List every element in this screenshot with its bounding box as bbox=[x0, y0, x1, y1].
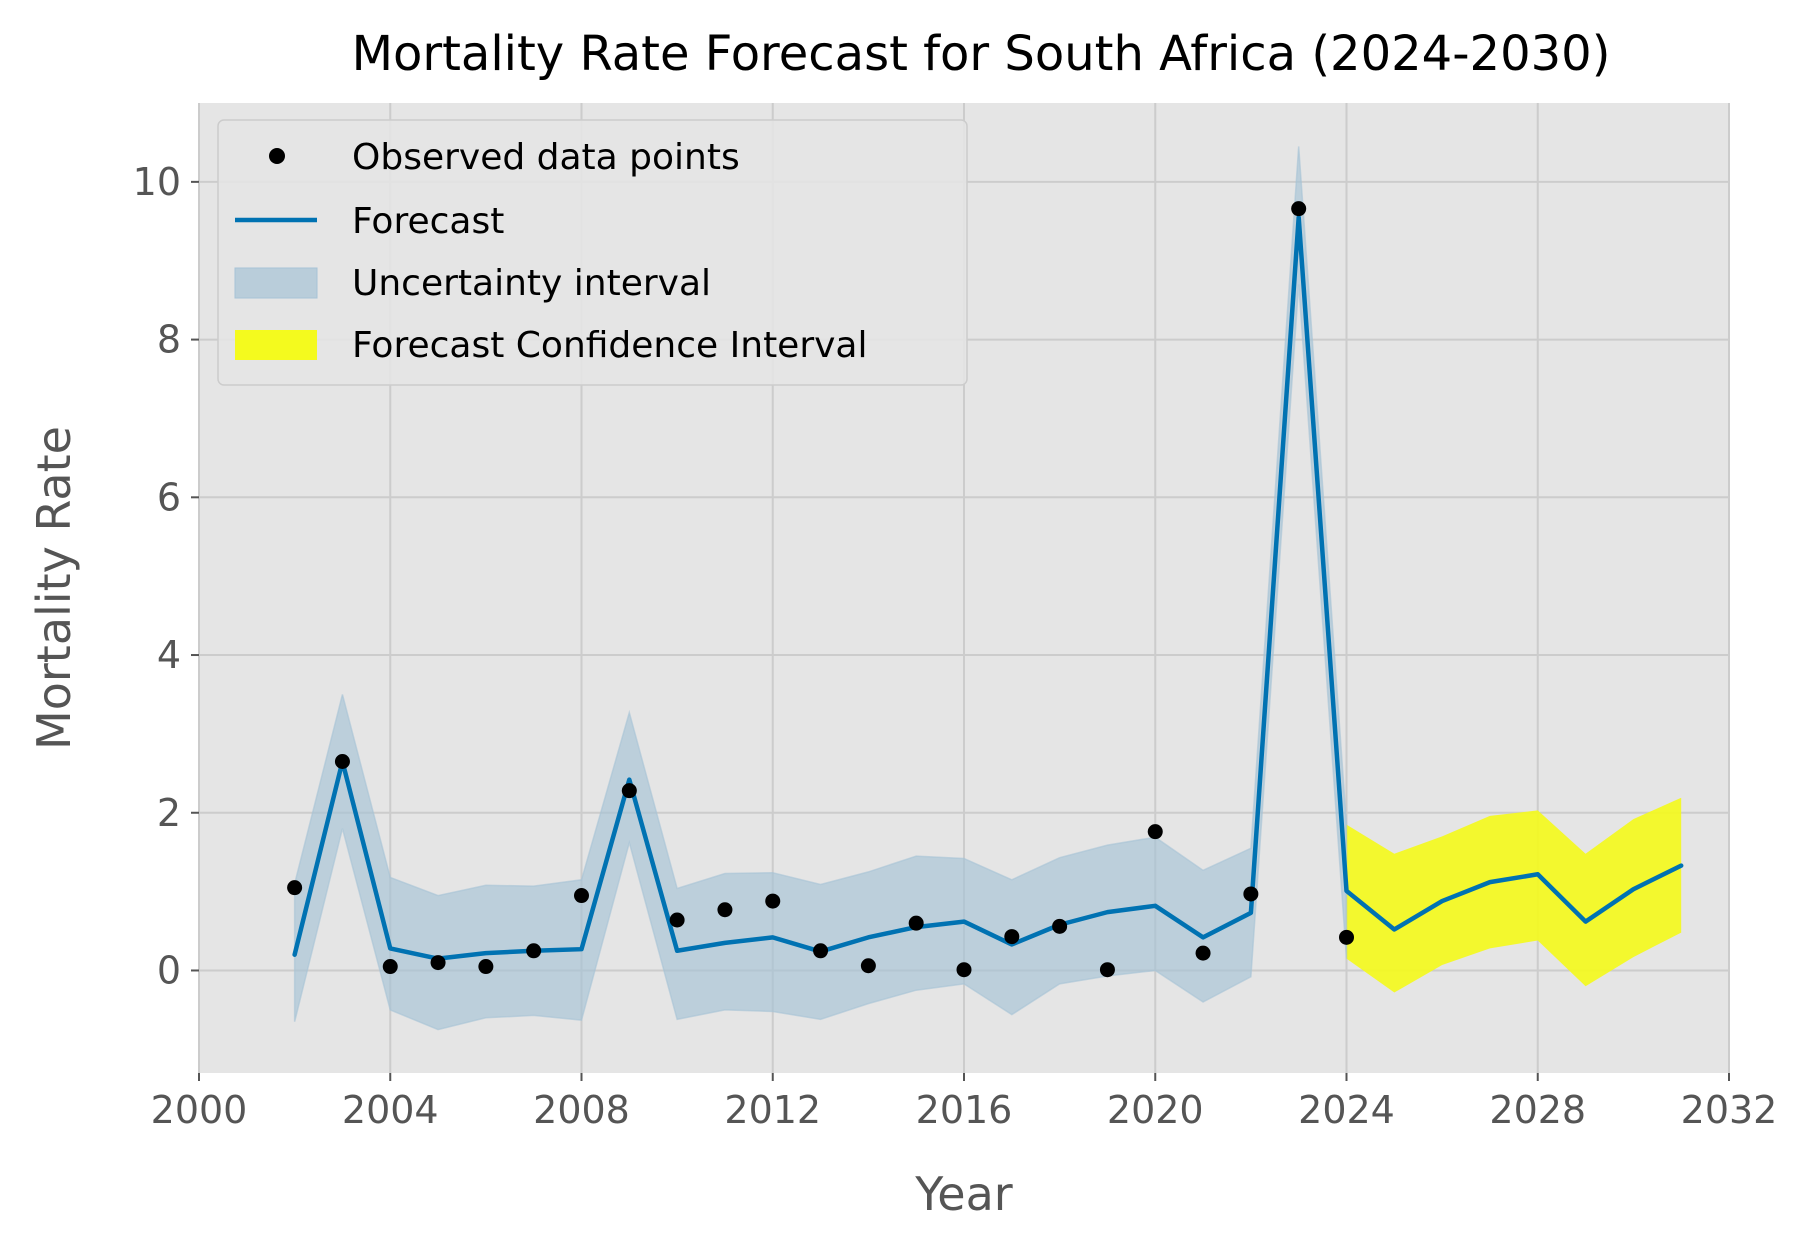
observed-point bbox=[430, 955, 446, 971]
observed-point bbox=[1147, 824, 1163, 840]
legend-box bbox=[217, 119, 968, 386]
legend-forecast-label: Forecast bbox=[352, 201, 504, 242]
forecast-confidence-interval-band bbox=[1346, 797, 1682, 993]
observed-point bbox=[908, 915, 924, 931]
x-tick-label: 2012 bbox=[724, 1088, 821, 1132]
y-tick-label: 2 bbox=[157, 791, 181, 835]
legend-uncertainty-swatch bbox=[234, 267, 318, 299]
observed-point bbox=[526, 943, 542, 959]
y-tick-label: 6 bbox=[157, 475, 181, 519]
x-tick-label: 2028 bbox=[1489, 1088, 1586, 1132]
observed-point bbox=[1052, 918, 1068, 934]
observed-point bbox=[1291, 201, 1307, 217]
x-tick-label: 2008 bbox=[533, 1088, 630, 1132]
x-tick-label: 2024 bbox=[1298, 1088, 1395, 1132]
observed-point bbox=[574, 888, 589, 904]
observed-point bbox=[717, 902, 733, 918]
uncertainty-interval-band bbox=[293, 146, 1348, 1031]
observed-point bbox=[1099, 962, 1115, 978]
chart-title: Mortality Rate Forecast for South Africa… bbox=[352, 26, 1611, 82]
observed-points-series bbox=[287, 201, 1354, 978]
legend-observed-label: Observed data points bbox=[352, 137, 740, 178]
y-tick-label: 8 bbox=[157, 318, 181, 362]
observed-point bbox=[287, 880, 303, 896]
observed-point bbox=[956, 962, 972, 978]
y-tick-label: 0 bbox=[157, 948, 181, 992]
forecast-confidence-interval-area bbox=[1346, 797, 1682, 993]
y-tick-label: 10 bbox=[133, 160, 181, 204]
y-tick-label: 4 bbox=[157, 633, 181, 677]
observed-point bbox=[813, 943, 829, 959]
observed-point bbox=[860, 958, 876, 974]
observed-point bbox=[478, 959, 494, 975]
observed-point bbox=[334, 753, 350, 769]
legend-forecast-ci-label: Forecast Confidence Interval bbox=[352, 325, 868, 366]
observed-point bbox=[669, 912, 685, 928]
observed-point bbox=[1195, 945, 1211, 961]
x-tick-label: 2004 bbox=[342, 1088, 439, 1132]
legend-forecast-ci-swatch bbox=[235, 330, 317, 360]
legend: Observed data points Forecast Uncertaint… bbox=[217, 119, 968, 386]
legend-uncertainty-label: Uncertainty interval bbox=[352, 263, 711, 304]
observed-point bbox=[382, 959, 398, 975]
forecast-line bbox=[292, 215, 1684, 961]
observed-point bbox=[1004, 929, 1020, 945]
y-axis-ticks: 0 2 4 6 8 10 bbox=[133, 160, 199, 992]
observed-point bbox=[1339, 929, 1354, 945]
x-tick-label: 2016 bbox=[916, 1088, 1013, 1132]
x-tick-label: 2000 bbox=[151, 1088, 248, 1132]
legend-observed-marker bbox=[269, 148, 285, 164]
observed-point bbox=[621, 783, 637, 799]
x-tick-label: 2020 bbox=[1107, 1088, 1204, 1132]
uncertainty-interval-area bbox=[293, 146, 1348, 1031]
x-axis-label: Year bbox=[914, 1167, 1012, 1221]
x-axis-ticks: 2000 2004 2008 2012 2016 2020 2024 2028 2032 bbox=[151, 1073, 1778, 1132]
observed-point bbox=[765, 893, 781, 909]
y-axis-label: Mortality Rate bbox=[27, 426, 81, 750]
observed-point bbox=[1243, 886, 1259, 902]
forecast-line-series bbox=[292, 215, 1684, 961]
x-tick-label: 2032 bbox=[1681, 1088, 1778, 1132]
